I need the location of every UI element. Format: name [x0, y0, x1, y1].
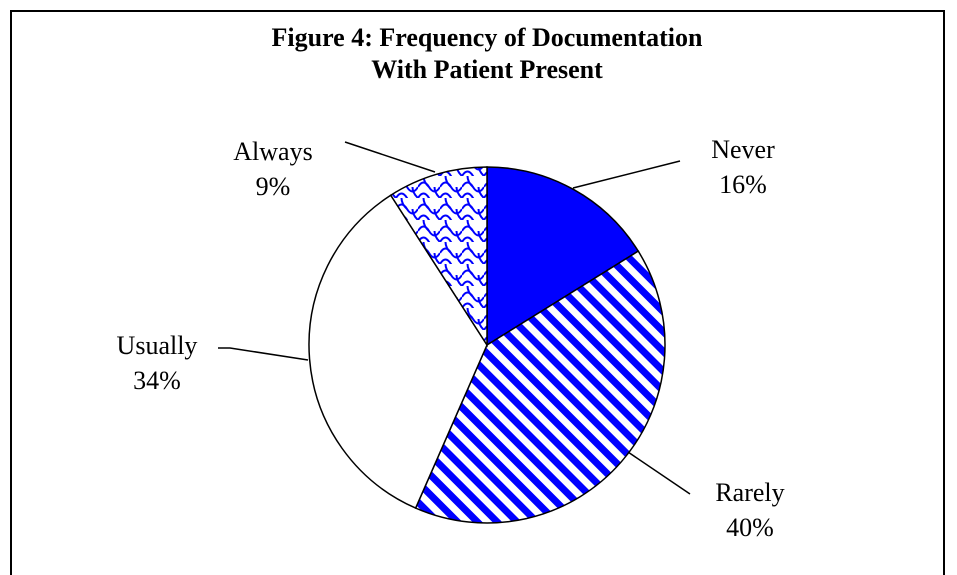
leader-line [344, 141, 436, 173]
slice-label: Rarely [715, 478, 784, 507]
chart-title: Figure 4: Frequency of Documentation Wit… [271, 23, 703, 84]
slice-value-label: 16% [719, 170, 767, 199]
pie-slice [414, 250, 666, 524]
leader-line [572, 160, 681, 189]
leader-line [627, 451, 691, 495]
pie-slice [486, 166, 640, 347]
pie-slice [308, 194, 488, 510]
slice-label: Always [233, 137, 312, 166]
leader-line [218, 347, 309, 361]
slice-value-label: 34% [133, 366, 181, 395]
slice-value-label: 40% [726, 513, 774, 542]
slice-value-label: 9% [256, 172, 291, 201]
pie-slice [389, 166, 488, 348]
slice-label: Usually [117, 331, 198, 360]
slice-label: Never [711, 135, 775, 164]
chart-frame [10, 10, 945, 575]
